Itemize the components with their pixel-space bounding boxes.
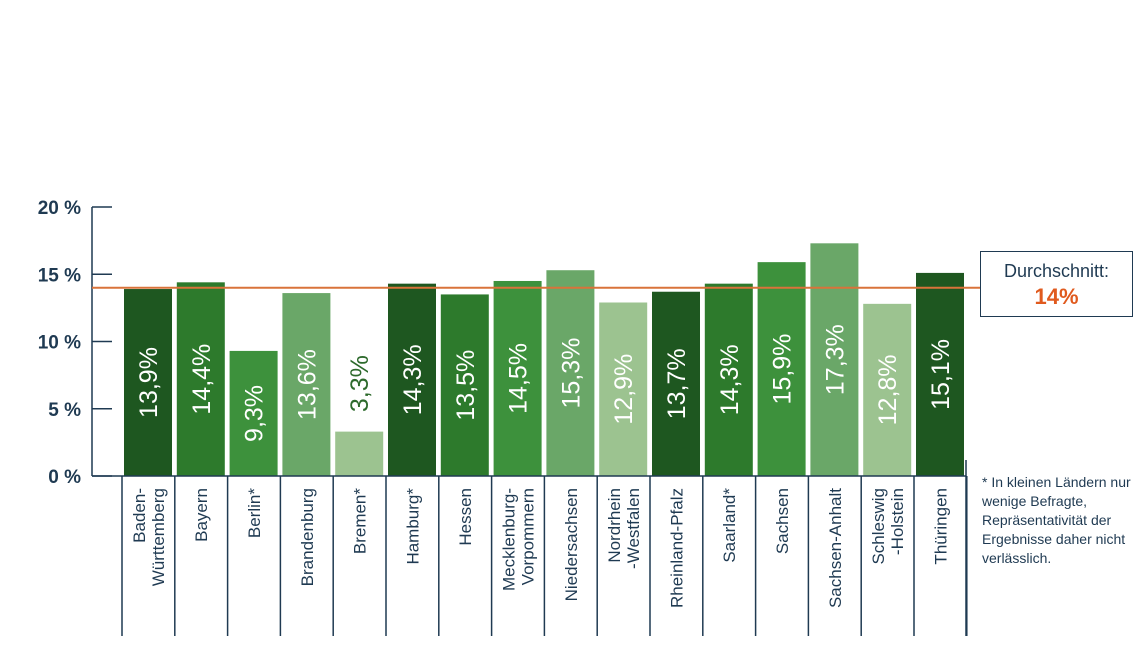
y-tick-label: 5 % (48, 400, 81, 421)
category-label: Sachsen-Anhalt (826, 488, 845, 608)
bar (388, 283, 436, 476)
bar (916, 272, 964, 476)
bar-value-label: 9,3% (241, 385, 269, 442)
bar-value-label: 15,3% (557, 338, 585, 409)
category-label: Bremen* (351, 488, 370, 555)
average-value: 14% (1034, 284, 1079, 309)
bar (863, 303, 912, 476)
bar (493, 280, 542, 476)
y-tick-label: 0 % (48, 467, 81, 488)
category-label: Sachsen (773, 488, 792, 554)
bar-value-label: 3,3% (346, 355, 374, 412)
bar-value-label: 12,8% (874, 354, 902, 425)
bar (229, 350, 278, 476)
category-label: Schleswig-Holstein (869, 488, 907, 565)
y-tick-label: 20 % (38, 198, 81, 219)
average-title: Durchschnitt: (1003, 261, 1110, 281)
category-label: Brandenburg (298, 488, 317, 586)
category-label: Bayern (192, 488, 211, 542)
bar (282, 293, 331, 476)
bar (546, 270, 595, 476)
category-label: Baden-Württemberg (130, 488, 168, 586)
bar (652, 291, 700, 476)
average-box: Durchschnitt: 14% (980, 251, 1133, 317)
bar (335, 431, 384, 476)
bar-value-label: 14,3% (399, 344, 427, 415)
y-tick-label: 10 % (38, 333, 81, 354)
footnote: * In kleinen Ländern nur wenige Befragte… (982, 474, 1131, 566)
bar-value-label: 17,3% (821, 324, 849, 395)
bar-value-label: 12,9% (610, 354, 638, 425)
category-label: Rheinland-Pfalz (667, 488, 686, 608)
category-label: Saarland* (720, 488, 739, 563)
bar-value-label: 13,9% (135, 347, 163, 418)
bar (440, 294, 489, 476)
bar (176, 282, 225, 476)
category-label: Hamburg* (403, 488, 422, 565)
bar-value-label: 13,5% (452, 350, 480, 421)
bar (599, 302, 648, 476)
bar-value-label: 14,3% (716, 344, 744, 415)
category-label: Thüringen (931, 488, 950, 565)
category-label: Hessen (456, 488, 475, 546)
y-tick-label: 15 % (38, 265, 81, 286)
bar-value-label: 15,9% (769, 334, 797, 405)
bar-value-label: 15,1% (927, 339, 955, 410)
category-label: Mecklenburg-Vorpommern (500, 488, 538, 591)
bar (810, 243, 859, 476)
category-label: Nordrhein-Westfalen (605, 488, 643, 569)
bar-value-label: 14,5% (505, 343, 533, 414)
category-label: Berlin* (245, 488, 264, 538)
bar (757, 262, 806, 476)
category-label: Niedersachsen (562, 488, 581, 601)
bar-value-label: 14,4% (188, 344, 216, 415)
bar-value-label: 13,7% (663, 348, 691, 419)
bar (704, 283, 753, 476)
bar (124, 289, 172, 476)
bar-value-label: 13,6% (293, 349, 321, 420)
